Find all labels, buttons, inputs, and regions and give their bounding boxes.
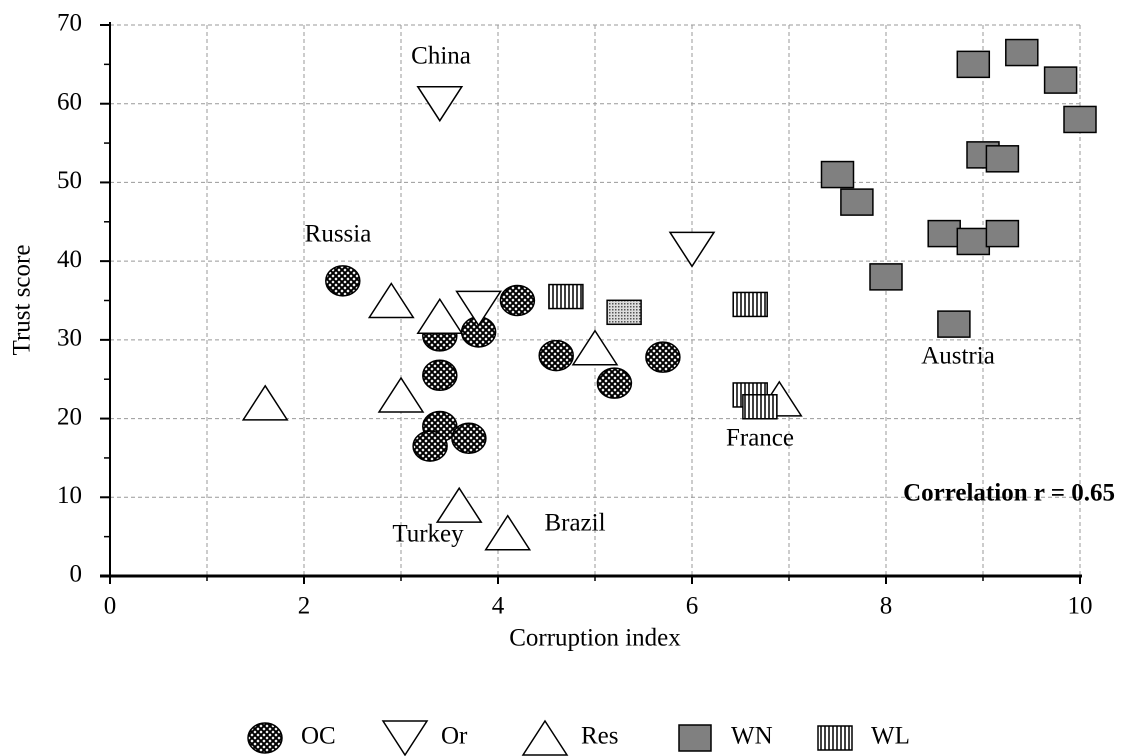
- y-tick-label: 70: [57, 10, 82, 37]
- annotation: Turkey: [392, 521, 464, 548]
- point: [1063, 105, 1097, 134]
- point: [606, 299, 642, 326]
- point: [956, 50, 991, 79]
- point: [732, 291, 768, 318]
- annotation: Austria: [921, 343, 995, 370]
- point: [596, 367, 633, 399]
- legend-label: Res: [581, 723, 619, 750]
- y-tick-label: 50: [57, 167, 82, 194]
- point: [412, 430, 448, 462]
- point: [538, 339, 574, 372]
- x-tick-label: 0: [104, 593, 117, 620]
- point: [422, 359, 458, 392]
- marks: [241, 38, 1097, 551]
- y-tick-label: 0: [70, 561, 83, 588]
- point: [1005, 38, 1039, 67]
- point: [455, 290, 502, 327]
- point: [325, 265, 361, 297]
- x-tick-label: 4: [492, 593, 505, 620]
- x-tick-label: 8: [880, 593, 893, 620]
- annotation: China: [411, 43, 471, 70]
- legend-label: WL: [871, 723, 910, 750]
- point: [451, 422, 487, 454]
- point: [840, 188, 874, 216]
- legend-item: WL: [817, 723, 910, 751]
- annotation: Correlation r = 0.65: [903, 480, 1115, 507]
- point: [668, 231, 716, 268]
- legend-item: Or: [381, 720, 468, 756]
- point: [416, 297, 464, 334]
- point: [645, 341, 681, 373]
- point: [956, 227, 991, 256]
- annotation: France: [726, 425, 794, 452]
- annotation: Russia: [305, 221, 372, 248]
- point: [241, 384, 289, 421]
- legend-label: OC: [301, 723, 336, 750]
- x-axis-label: Corruption index: [509, 625, 681, 652]
- point: [571, 329, 619, 366]
- y-axis-label: Trust score: [9, 245, 36, 356]
- legend-item: WN: [678, 723, 773, 752]
- x-tick-label: 2: [298, 593, 311, 620]
- point: [416, 85, 464, 123]
- legend-label: Or: [441, 723, 468, 750]
- point: [678, 724, 712, 752]
- point: [377, 376, 425, 413]
- y-tick-label: 60: [57, 88, 82, 115]
- y-tick-label: 10: [57, 482, 82, 509]
- annotation: Brazil: [544, 510, 605, 537]
- point: [367, 282, 415, 319]
- point: [548, 283, 584, 310]
- point: [499, 284, 536, 317]
- point: [247, 722, 283, 754]
- legend-item: OC: [247, 722, 336, 754]
- y-tick-label: 40: [57, 246, 82, 273]
- x-tick-label: 6: [686, 593, 699, 620]
- grid: [100, 24, 1081, 584]
- point: [869, 263, 903, 291]
- y-tick-label: 30: [57, 325, 82, 352]
- point: [927, 219, 961, 248]
- point: [521, 719, 569, 756]
- x-tick-label: 10: [1068, 593, 1093, 620]
- point: [937, 310, 971, 338]
- point: [742, 394, 778, 420]
- legend-label: WN: [731, 723, 773, 750]
- point: [985, 219, 1020, 248]
- point: [435, 486, 483, 523]
- point: [381, 720, 429, 756]
- legend-item: Res: [521, 719, 619, 756]
- point: [985, 145, 1020, 173]
- legend: OC Or Res WN WL: [247, 719, 910, 756]
- point: [817, 725, 853, 751]
- y-tick-label: 20: [57, 403, 82, 430]
- point: [820, 160, 855, 189]
- point: [1043, 66, 1078, 94]
- point: [484, 514, 532, 551]
